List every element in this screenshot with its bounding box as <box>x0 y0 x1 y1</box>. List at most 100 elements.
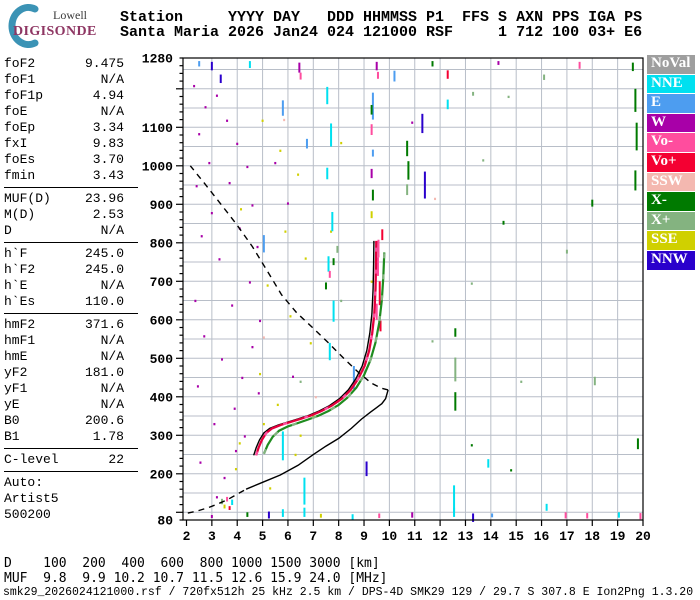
param-value: 371.6 <box>84 317 124 332</box>
x-tick-label: 12 <box>432 529 448 544</box>
x-tick-label: 13 <box>458 529 474 544</box>
param-value: 245.0 <box>84 262 124 277</box>
param-value: 9.83 <box>92 136 124 151</box>
param-label: h`Es <box>4 294 36 309</box>
divider <box>4 471 138 472</box>
lowell-digisonde-logo: Lowell DIGISONDE <box>2 2 117 48</box>
grid-lines <box>183 58 643 520</box>
logo-digisonde-text: DIGISONDE <box>13 24 97 39</box>
y-tick-label: 500 <box>150 352 174 367</box>
param-row: hmE N/A <box>4 349 138 365</box>
divider <box>4 242 138 243</box>
param-row: h`F2 245.0 <box>4 262 138 278</box>
axes: 1280 1100 1000 900 800 700 600 500 400 300 200 80 2 3… <box>142 52 651 545</box>
param-label: hmE <box>4 349 28 364</box>
y-tick-label: 700 <box>150 275 174 290</box>
divider <box>4 313 138 314</box>
legend-item-nnw: NNW <box>647 250 695 270</box>
param-value: 181.0 <box>84 365 124 380</box>
param-label: foF1p <box>4 88 44 103</box>
param-label: foEp <box>4 120 36 135</box>
x-tick-label: 16 <box>534 529 550 544</box>
param-row: h`F 245.0 <box>4 246 138 262</box>
param-label: fmin <box>4 168 36 183</box>
scaled-parameters-panel: foF2 9.475 foF1 N/A foF1p 4.94 foE N/A foEp 3.34 f… <box>4 56 138 523</box>
y-tick-label: 300 <box>150 429 174 444</box>
param-row: yF2 181.0 <box>4 365 138 381</box>
x-tick-label: 3 <box>208 529 216 544</box>
o-trace-echoes <box>255 240 378 456</box>
autoscaling-info-line: 500200 <box>4 507 51 522</box>
divider <box>4 448 138 449</box>
param-value: 2.53 <box>92 207 124 222</box>
param-row: foEp 3.34 <box>4 120 138 136</box>
legend-item-e: E <box>647 94 695 113</box>
param-value: 3.43 <box>92 168 124 183</box>
param-value: 22 <box>108 452 124 467</box>
x-tick-label: 9 <box>360 529 368 544</box>
legend-item-nne: NNE <box>647 74 695 94</box>
digisonde-arc-icon <box>8 4 39 48</box>
legend-item-ssw: SSW <box>647 172 695 192</box>
y-tick-label: 600 <box>150 313 174 328</box>
param-row: foF1p 4.94 <box>4 88 138 104</box>
x-tick-label: 18 <box>584 529 600 544</box>
autoscaling-info-line: Artist5 <box>4 491 59 506</box>
param-row: M(D) 2.53 <box>4 207 138 223</box>
param-row: D N/A <box>4 223 138 239</box>
x-tick-label: 10 <box>382 529 398 544</box>
y-tick-label: 900 <box>150 198 174 213</box>
param-row: foE N/A <box>4 104 138 120</box>
param-value: 1.78 <box>92 429 124 444</box>
param-label: foE <box>4 104 28 119</box>
x-tick-label: 6 <box>284 529 292 544</box>
param-label: B0 <box>4 413 20 428</box>
param-row: h`E N/A <box>4 278 138 294</box>
param-label: M(D) <box>4 207 36 222</box>
param-row: B0 200.6 <box>4 413 138 429</box>
param-value: 23.96 <box>84 191 124 206</box>
param-label: hmF1 <box>4 333 36 348</box>
logo-lowell-text: Lowell <box>53 8 87 22</box>
param-row: fxI 9.83 <box>4 136 138 152</box>
echo-noise <box>193 61 642 522</box>
param-value: N/A <box>100 349 124 364</box>
param-label: fxI <box>4 136 28 151</box>
param-value: N/A <box>100 381 124 396</box>
param-label: D <box>4 223 12 238</box>
legend-item-x-: X- <box>647 192 695 211</box>
param-row: C-level 22 <box>4 452 138 468</box>
divider <box>4 187 138 188</box>
y-tick-label: 200 <box>150 467 174 482</box>
param-value: 4.94 <box>92 88 124 103</box>
param-label: h`F <box>4 246 28 261</box>
distance-row: D 100 200 400 600 800 1000 1500 3000 [km… <box>4 556 380 571</box>
param-label: yF2 <box>4 365 28 380</box>
param-label: foEs <box>4 152 36 167</box>
param-row: fmin 3.43 <box>4 168 138 184</box>
param-row: foF2 9.475 <box>4 56 138 72</box>
param-value: 245.0 <box>84 246 124 261</box>
param-label: C-level <box>4 452 59 467</box>
legend-item-w: W <box>647 113 695 133</box>
param-label: yE <box>4 397 20 412</box>
param-label: yF1 <box>4 381 28 396</box>
topside-profile-dashed <box>189 165 389 391</box>
legend-item-vo-: Vo- <box>647 133 695 152</box>
legend-item-noval: NoVal <box>647 55 695 74</box>
muf-distance-table: D 100 200 400 600 800 1000 1500 3000 [km… <box>4 556 388 586</box>
param-value: 3.34 <box>92 120 124 135</box>
param-row: hmF2 371.6 <box>4 317 138 333</box>
x-tick-label: 5 <box>259 529 267 544</box>
x-tick-label: 7 <box>309 529 317 544</box>
param-label: hmF2 <box>4 317 36 332</box>
param-label: foF2 <box>4 56 36 71</box>
y-tick-label: 400 <box>150 390 174 405</box>
x-tick-label: 11 <box>407 529 423 544</box>
muf-row: MUF 9.8 9.9 10.2 10.7 11.5 12.6 15.9 24.… <box>4 571 388 586</box>
param-value: N/A <box>100 104 124 119</box>
param-value: N/A <box>100 72 124 87</box>
param-row: yF1 N/A <box>4 381 138 397</box>
x-tick-label: 14 <box>483 529 499 544</box>
